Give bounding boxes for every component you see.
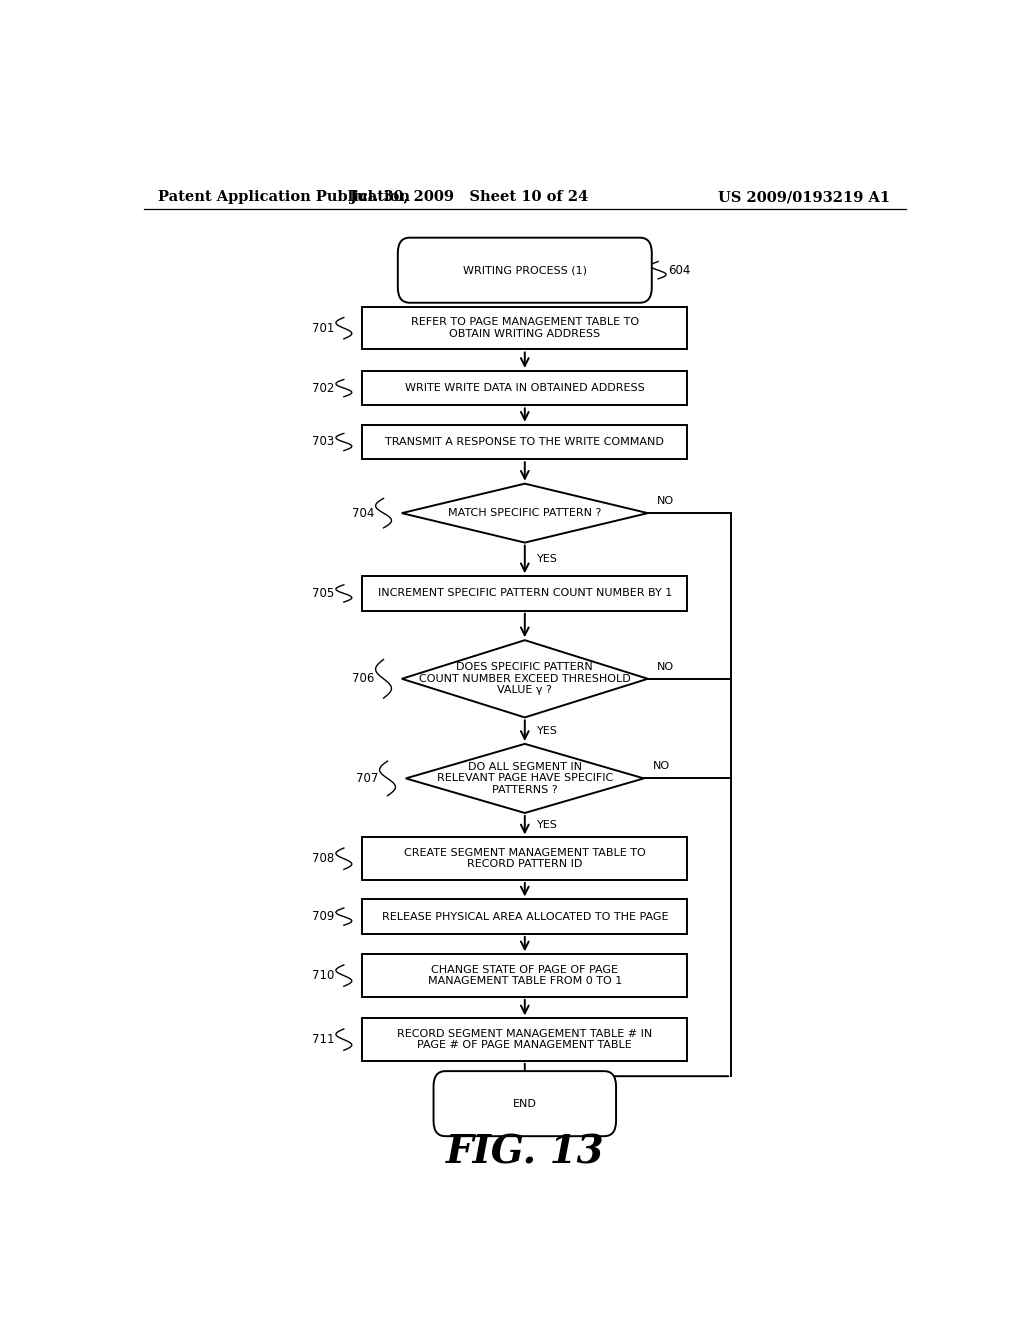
Bar [362,954,687,997]
Text: Jul. 30, 2009   Sheet 10 of 24: Jul. 30, 2009 Sheet 10 of 24 [350,190,589,205]
Text: 711: 711 [312,1034,334,1047]
Polygon shape [401,483,648,543]
Polygon shape [406,744,644,813]
Bar [362,899,687,935]
Text: END: END [513,1098,537,1109]
FancyBboxPatch shape [433,1071,616,1137]
Text: Patent Application Publication: Patent Application Publication [158,190,411,205]
Text: 710: 710 [312,969,334,982]
Text: NO: NO [657,661,675,672]
Text: 702: 702 [312,381,334,395]
Text: DOES SPECIFIC PATTERN
COUNT NUMBER EXCEED THRESHOLD
VALUE γ ?: DOES SPECIFIC PATTERN COUNT NUMBER EXCEE… [419,663,631,696]
Text: CHANGE STATE OF PAGE OF PAGE
MANAGEMENT TABLE FROM 0 TO 1: CHANGE STATE OF PAGE OF PAGE MANAGEMENT … [428,965,622,986]
Bar [362,837,687,880]
Bar [362,371,687,405]
Text: WRITING PROCESS (1): WRITING PROCESS (1) [463,265,587,275]
Text: WRITE WRITE DATA IN OBTAINED ADDRESS: WRITE WRITE DATA IN OBTAINED ADDRESS [404,383,645,393]
Text: YES: YES [537,726,558,735]
Text: 604: 604 [668,264,690,277]
Text: CREATE SEGMENT MANAGEMENT TABLE TO
RECORD PATTERN ID: CREATE SEGMENT MANAGEMENT TABLE TO RECOR… [403,847,646,870]
Text: YES: YES [537,554,558,565]
Text: NO: NO [657,496,675,506]
Bar [362,576,687,611]
Text: 708: 708 [312,853,334,865]
Text: INCREMENT SPECIFIC PATTERN COUNT NUMBER BY 1: INCREMENT SPECIFIC PATTERN COUNT NUMBER … [378,589,672,598]
Text: NO: NO [653,762,671,771]
Text: DO ALL SEGMENT IN
RELEVANT PAGE HAVE SPECIFIC
PATTERNS ?: DO ALL SEGMENT IN RELEVANT PAGE HAVE SPE… [436,762,613,795]
Text: RELEASE PHYSICAL AREA ALLOCATED TO THE PAGE: RELEASE PHYSICAL AREA ALLOCATED TO THE P… [382,912,668,921]
Text: MATCH SPECIFIC PATTERN ?: MATCH SPECIFIC PATTERN ? [449,508,601,519]
Polygon shape [401,640,648,718]
Text: 707: 707 [355,772,378,785]
Text: 709: 709 [312,909,334,923]
Text: 705: 705 [312,587,334,599]
Text: TRANSMIT A RESPONSE TO THE WRITE COMMAND: TRANSMIT A RESPONSE TO THE WRITE COMMAND [385,437,665,447]
Text: 703: 703 [312,436,334,449]
Text: FIG. 13: FIG. 13 [445,1134,604,1171]
Text: 706: 706 [351,672,374,685]
Text: 704: 704 [351,507,374,520]
Text: REFER TO PAGE MANAGEMENT TABLE TO
OBTAIN WRITING ADDRESS: REFER TO PAGE MANAGEMENT TABLE TO OBTAIN… [411,317,639,339]
Bar [362,425,687,459]
FancyBboxPatch shape [397,238,651,302]
Bar [362,306,687,350]
Text: US 2009/0193219 A1: US 2009/0193219 A1 [718,190,890,205]
Bar [362,1018,687,1061]
Text: RECORD SEGMENT MANAGEMENT TABLE # IN
PAGE # OF PAGE MANAGEMENT TABLE: RECORD SEGMENT MANAGEMENT TABLE # IN PAG… [397,1028,652,1051]
Text: 701: 701 [312,322,334,335]
Text: YES: YES [537,820,558,830]
